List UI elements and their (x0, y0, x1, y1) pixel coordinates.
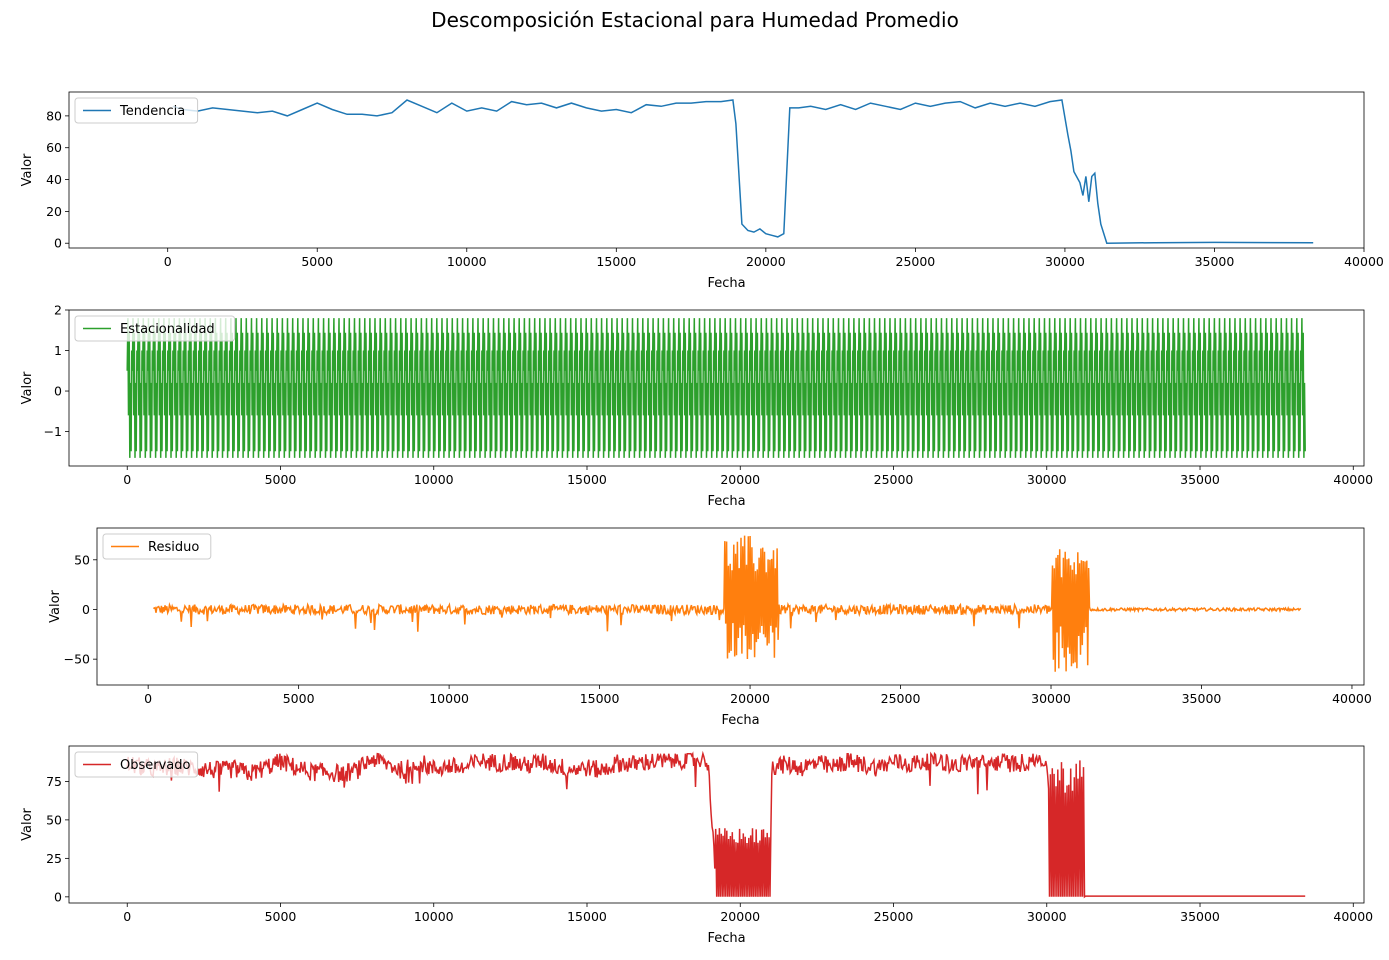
x-tick-label: 0 (164, 254, 172, 269)
axes-frame (96, 527, 1365, 686)
series-line-tendencia (172, 99, 1314, 244)
x-tick-label: 25000 (896, 254, 936, 269)
subplot-4: 0 5000 10000 15000 20000 25000 30000 35000 40000… (20, 745, 1373, 946)
subplot-1: 0 5000 10000 15000 20000 25000 30000 35000 40000… (20, 91, 1384, 291)
x-tick-label: 0 (144, 691, 152, 706)
x-tick-label: 15000 (596, 254, 636, 269)
x-axis-label: Fecha (707, 276, 745, 291)
x-tick-label: 25000 (881, 691, 921, 706)
x-tick-label: 10000 (429, 691, 469, 706)
x-tick-label: 20000 (720, 909, 760, 924)
x-tick-label: 10000 (414, 909, 454, 924)
x-tick-label: 15000 (567, 909, 607, 924)
x-axis-label: Fecha (707, 931, 745, 946)
y-axis-label: Valor (20, 371, 35, 404)
y-tick-label: 25 (46, 851, 62, 866)
x-tick-label: 30000 (1027, 909, 1067, 924)
x-tick-label: 35000 (1195, 254, 1235, 269)
figure-title: Descomposición Estacional para Humedad P… (431, 8, 959, 32)
x-tick-label: 25000 (874, 472, 914, 487)
y-tick-label: 50 (46, 812, 62, 827)
y-tick-label: 0 (54, 889, 62, 904)
x-tick-label: 10000 (447, 254, 487, 269)
x-axis-label: Fecha (721, 713, 759, 728)
y-tick-label: 0 (82, 602, 90, 617)
y-tick-label: 0 (54, 236, 62, 251)
x-tick-label: 25000 (874, 909, 914, 924)
series-line-residuo (153, 535, 1302, 672)
x-tick-label: 20000 (746, 254, 786, 269)
y-axis-label: Valor (20, 153, 35, 186)
axes-frame (68, 309, 1365, 467)
y-tick-label: 50 (74, 552, 90, 567)
legend-box (74, 315, 236, 342)
legend-box (102, 533, 212, 560)
series-line-estacionalidad (126, 318, 1306, 458)
x-tick-label: 30000 (1031, 691, 1071, 706)
x-tick-label: 20000 (720, 472, 760, 487)
y-tick-label: 75 (46, 774, 62, 789)
x-tick-label: 35000 (1180, 909, 1220, 924)
legend-box (74, 97, 199, 124)
x-tick-label: 15000 (580, 691, 620, 706)
x-axis-label: Fecha (707, 494, 745, 509)
x-tick-label: 0 (123, 472, 131, 487)
x-tick-label: 40000 (1333, 472, 1373, 487)
x-tick-label: 30000 (1027, 472, 1067, 487)
x-tick-label: 30000 (1045, 254, 1085, 269)
legend-label: Residuo (148, 540, 199, 555)
y-tick-label: 2 (54, 303, 62, 318)
axes-frame (68, 745, 1365, 904)
x-tick-label: 0 (123, 909, 131, 924)
x-tick-label: 40000 (1344, 254, 1384, 269)
x-tick-label: 5000 (283, 691, 315, 706)
x-tick-label: 40000 (1332, 691, 1372, 706)
x-tick-label: 5000 (265, 909, 297, 924)
legend-label: Observado (120, 758, 191, 773)
legend-box (74, 751, 199, 778)
y-axis-label: Valor (20, 807, 35, 840)
y-tick-label: 80 (46, 108, 62, 123)
y-tick-label: 60 (46, 140, 62, 155)
subplot-2: 0 5000 10000 15000 20000 25000 30000 35000 40000… (20, 303, 1373, 510)
x-tick-label: 40000 (1333, 909, 1373, 924)
legend-label: Estacionalidad (120, 322, 215, 337)
x-tick-label: 5000 (265, 472, 297, 487)
y-tick-label: 0 (54, 384, 62, 399)
y-axis-label: Valor (48, 589, 63, 622)
y-tick-label: 1 (54, 343, 62, 358)
y-tick-label: 20 (46, 204, 62, 219)
legend-label: Tendencia (119, 104, 185, 119)
y-tick-label: −50 (64, 652, 90, 667)
y-tick-label: −1 (44, 424, 62, 439)
x-tick-label: 15000 (567, 472, 607, 487)
x-tick-label: 10000 (414, 472, 454, 487)
x-tick-label: 5000 (301, 254, 333, 269)
x-tick-label: 35000 (1180, 472, 1220, 487)
subplot-3: 0 5000 10000 15000 20000 25000 30000 35000 40000… (48, 527, 1372, 728)
series-line-observado (126, 750, 1306, 899)
x-tick-label: 20000 (730, 691, 770, 706)
y-tick-label: 40 (46, 172, 62, 187)
x-tick-label: 35000 (1182, 691, 1222, 706)
axes-frame (68, 91, 1365, 249)
